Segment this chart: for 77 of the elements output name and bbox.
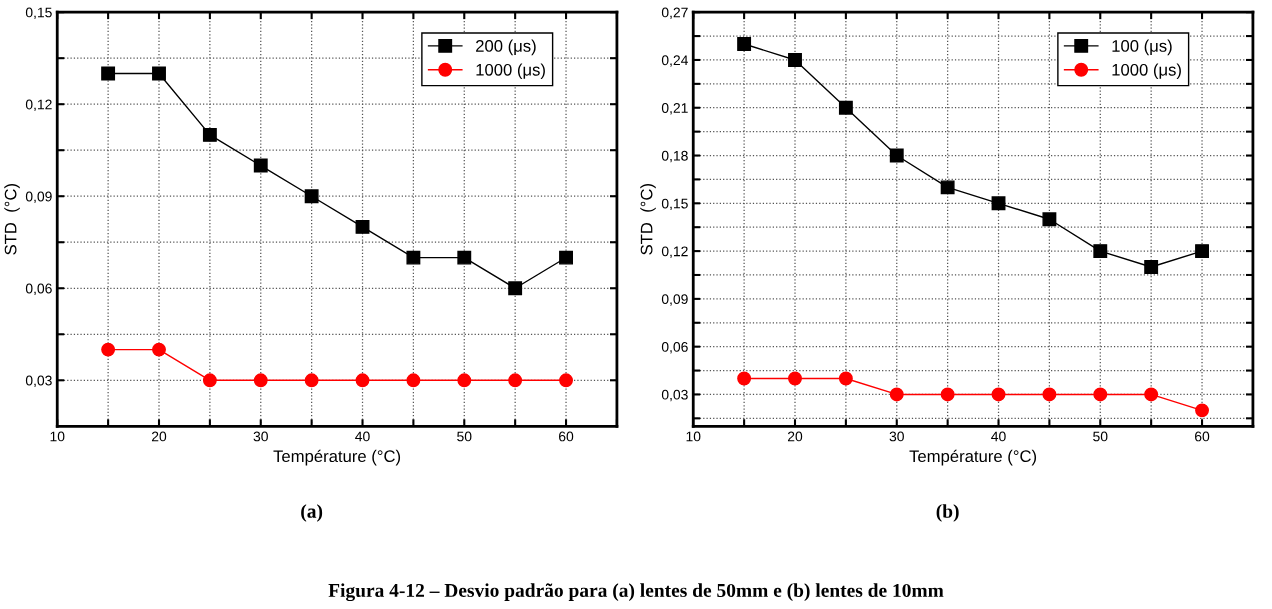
- point: [559, 373, 573, 388]
- y-tick-label: 0,09: [25, 191, 52, 204]
- y-tick-label: 0,06: [661, 342, 688, 354]
- point: [838, 100, 853, 115]
- point: [1093, 387, 1108, 402]
- y-tick-label: 0,18: [661, 150, 688, 163]
- x-tick-label: 20: [787, 431, 803, 442]
- x-axis-title: Température (°C): [909, 449, 1037, 466]
- x-tick-label: 40: [355, 431, 370, 442]
- point: [1042, 387, 1057, 402]
- x-tick-label: 10: [686, 431, 701, 442]
- y-tick-label: 0,15: [661, 198, 688, 211]
- point: [406, 250, 421, 265]
- point: [202, 127, 217, 142]
- text: (b): [936, 504, 959, 522]
- point: [253, 373, 268, 388]
- legend-label: 100 (μs): [1112, 39, 1172, 56]
- y-tick-label: 0,24: [661, 55, 688, 67]
- y-tick-label: 0,06: [25, 283, 52, 296]
- x-tick-label: 30: [889, 431, 904, 442]
- point: [508, 281, 523, 296]
- point: [457, 250, 472, 265]
- point: [508, 373, 523, 388]
- point: [101, 66, 116, 81]
- point: [152, 66, 166, 81]
- point: [889, 148, 904, 163]
- point: [1195, 403, 1209, 418]
- x-axis-title: Température (°C): [273, 449, 401, 466]
- y-axis-title: STD (°C): [4, 184, 20, 255]
- point: [559, 250, 573, 265]
- x-tick-label: 40: [991, 431, 1006, 442]
- point: [737, 371, 752, 386]
- x-tick-label: 10: [50, 431, 65, 442]
- x-tick-label: 20: [151, 431, 167, 442]
- point: [940, 180, 955, 195]
- legend-label: 1000 (μs): [1112, 63, 1181, 79]
- point: [788, 53, 802, 67]
- legend-label: 1000 (μs): [476, 63, 545, 79]
- point: [304, 373, 319, 388]
- point: [1042, 212, 1057, 227]
- y-tick-label: 0,12: [25, 99, 52, 112]
- y-tick-label: 0,03: [661, 389, 688, 402]
- y-tick-label: 0,03: [25, 375, 52, 388]
- point: [889, 387, 904, 402]
- point: [457, 373, 472, 388]
- point: [940, 387, 955, 402]
- y-tick-label: 0,09: [661, 294, 688, 306]
- point: [838, 371, 853, 386]
- point: [737, 37, 752, 51]
- point: [1195, 244, 1209, 259]
- point: [101, 342, 116, 357]
- point: [1093, 244, 1108, 259]
- point: [991, 196, 1006, 211]
- y-tick-label: 0,15: [25, 7, 52, 19]
- legend-label: 200 (μs): [476, 39, 536, 56]
- text: (a): [301, 504, 323, 522]
- point: [152, 342, 166, 357]
- x-tick-label: 50: [457, 431, 472, 442]
- point: [406, 373, 421, 388]
- x-tick-label: 60: [1195, 431, 1210, 442]
- point: [355, 219, 370, 234]
- x-tick-label: 50: [1093, 431, 1108, 442]
- point: [202, 373, 217, 388]
- y-tick-label: 0,27: [661, 7, 688, 19]
- x-tick-label: 60: [559, 431, 574, 442]
- x-tick-label: 30: [253, 431, 268, 442]
- point: [355, 373, 370, 388]
- text: Figura 4-12 – Desvio padrão para (a) lentes de 50mm e (b) lentes de 10mm: [328, 583, 944, 602]
- y-tick-label: 0,12: [661, 246, 688, 258]
- point: [1144, 387, 1159, 402]
- point: [253, 158, 268, 173]
- point: [1144, 260, 1159, 274]
- y-tick-label: 0,21: [661, 103, 688, 115]
- point: [991, 387, 1006, 402]
- point: [304, 189, 319, 204]
- y-axis-title: STD (°C): [640, 184, 656, 255]
- point: [788, 371, 802, 386]
